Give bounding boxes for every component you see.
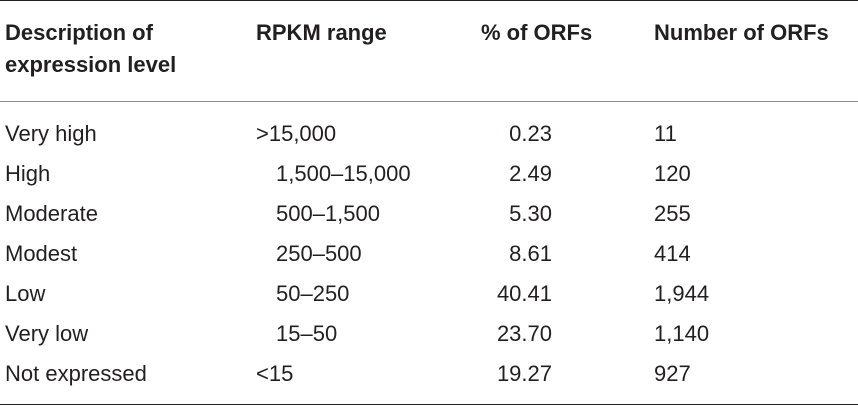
table-row: Very high >15,000 0.23 11 [0, 114, 858, 154]
cell-pct-orfs: 5.30 [509, 201, 552, 226]
table-row: Low 50–250 40.41 1,944 [0, 274, 858, 314]
cell-rpkm-range: 50–250 [276, 281, 350, 306]
cell-num-orfs: 120 [654, 161, 691, 186]
cell-num-orfs: 1,140 [654, 321, 710, 346]
table-row: Moderate 500–1,500 5.30 255 [0, 194, 858, 234]
table-row: Very low 15–50 23.70 1,140 [0, 314, 858, 354]
cell-description: High [5, 161, 51, 186]
cell-rpkm-range: >15,000 [256, 121, 337, 146]
table-row: High 1,500–15,000 2.49 120 [0, 154, 858, 194]
table-body: Very high >15,000 0.23 11 High 1,500–15,… [0, 114, 858, 394]
cell-pct-orfs: 8.61 [509, 241, 552, 266]
table-row: Not expressed <15 19.27 927 [0, 354, 858, 394]
cell-num-orfs: 1,944 [654, 281, 710, 306]
table-header-rule [0, 101, 858, 102]
cell-num-orfs: 927 [654, 361, 691, 386]
cell-description: Moderate [5, 201, 98, 226]
cell-description: Not expressed [5, 361, 147, 386]
cell-rpkm-range: 500–1,500 [276, 201, 380, 226]
cell-pct-orfs: 23.70 [496, 321, 552, 346]
cell-description: Modest [5, 241, 78, 266]
cell-rpkm-range: <15 [256, 361, 294, 386]
cell-pct-orfs: 40.41 [496, 281, 552, 306]
cell-description: Very high [5, 121, 97, 146]
cell-pct-orfs: 2.49 [509, 161, 552, 186]
cell-num-orfs: 414 [654, 241, 691, 266]
cell-pct-orfs: 0.23 [509, 121, 552, 146]
table-bottom-rule [0, 404, 858, 405]
cell-num-orfs: 11 [654, 121, 677, 146]
cell-rpkm-range: 250–500 [276, 241, 362, 266]
cell-rpkm-range: 1,500–15,000 [276, 161, 411, 186]
cell-pct-orfs: 19.27 [496, 361, 552, 386]
header-pct-orfs: % of ORFs [481, 20, 593, 45]
header-description: Description of expression level [5, 20, 177, 77]
cell-rpkm-range: 15–50 [276, 321, 338, 346]
cell-num-orfs: 255 [654, 201, 691, 226]
header-rpkm-range: RPKM range [256, 20, 387, 45]
header-num-orfs: Number of ORFs [654, 20, 829, 45]
cell-description: Very low [5, 321, 89, 346]
table-header-row: Description of expression level RPKM ran… [0, 17, 858, 92]
cell-description: Low [5, 281, 46, 306]
table-row: Modest 250–500 8.61 414 [0, 234, 858, 274]
table-top-rule [0, 0, 858, 1]
